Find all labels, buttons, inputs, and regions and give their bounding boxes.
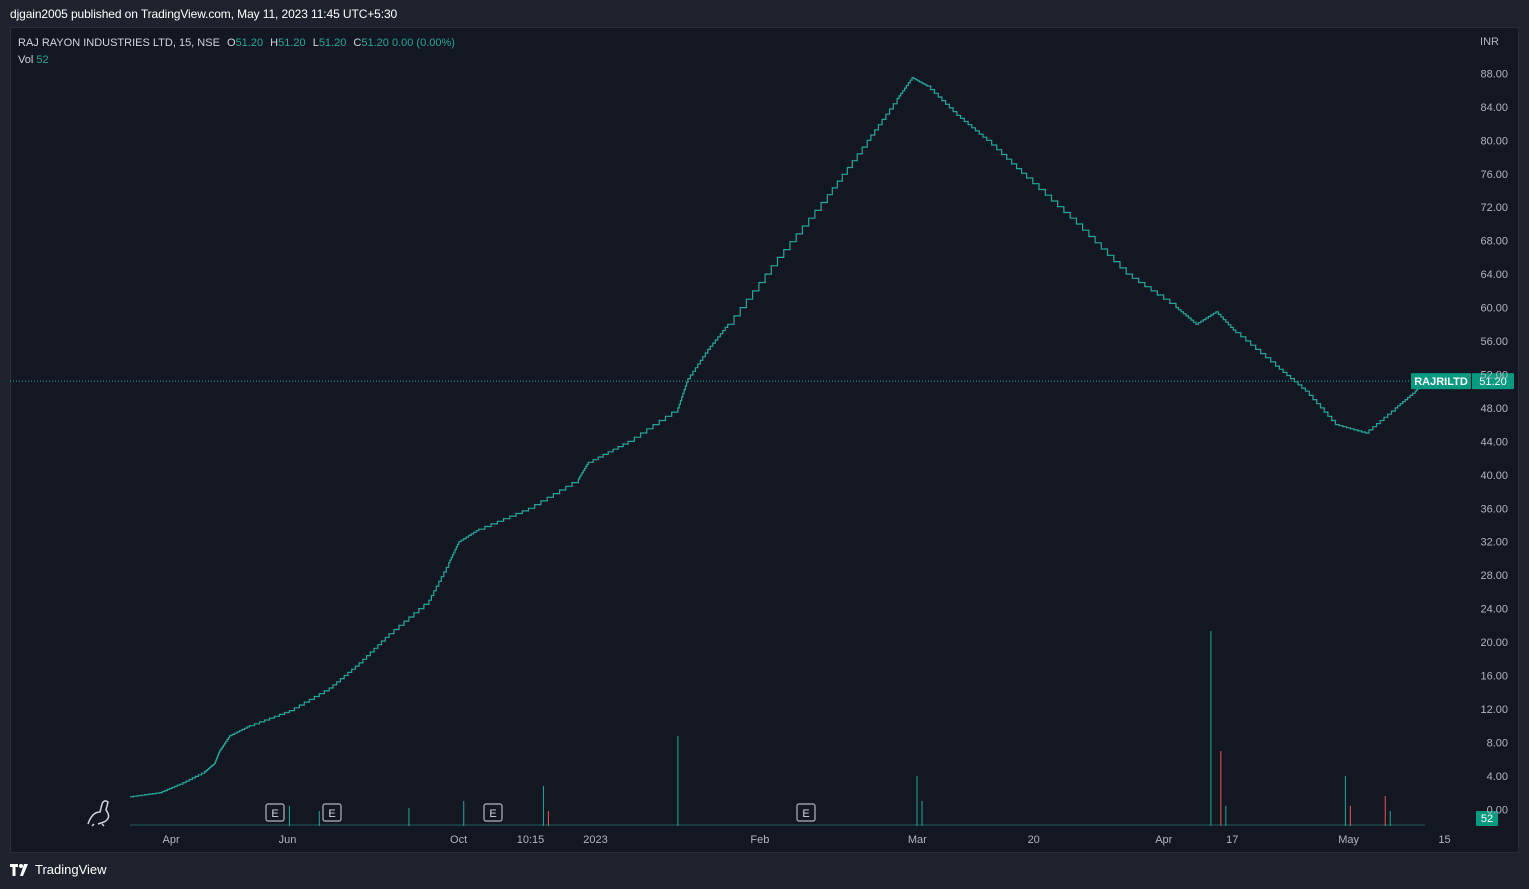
tradingview-brand: TradingView [35,862,107,877]
legend-volume-row: Vol 52 [18,52,455,69]
legend-high-label: H [270,37,279,49]
tradingview-footer[interactable]: TradingView [10,862,107,877]
legend-symbol: RAJ RAYON INDUSTRIES LTD, 15, NSE [18,37,220,49]
legend-symbol-row: RAJ RAYON INDUSTRIES LTD, 15, NSE O51.20… [18,35,455,52]
legend-close-label: C [353,37,362,49]
tradingview-logo-icon [10,863,28,876]
legend-low-value: 51.20 [318,37,347,49]
chart-legend: RAJ RAYON INDUSTRIES LTD, 15, NSE O51.20… [18,35,455,69]
legend-low-label: L [312,37,319,49]
legend-vol-label: Vol [18,54,34,66]
legend-open-label: O [226,37,236,49]
legend-vol-value: 52 [36,54,49,66]
legend-change-value: 0.00 (0.00%) [391,37,455,49]
legend-close-value: 51.20 [361,37,389,49]
legend-high-value: 51.20 [278,37,306,49]
legend-open-value: 51.20 [235,37,264,49]
chart-frame[interactable] [10,27,1519,853]
publish-header: djgain2005 published on TradingView.com,… [10,7,398,21]
